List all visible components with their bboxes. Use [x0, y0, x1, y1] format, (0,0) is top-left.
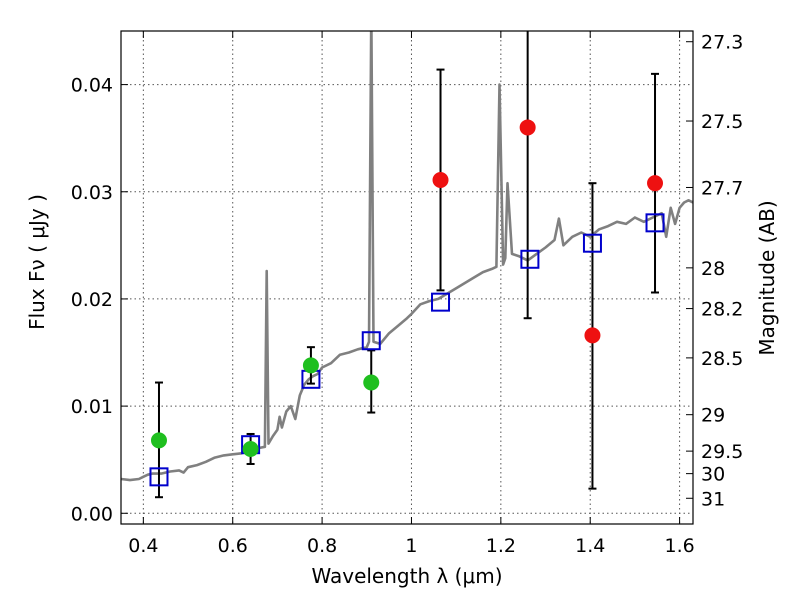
x-tick-label: 0.8 [307, 535, 337, 557]
x-tick-label: 1 [405, 535, 417, 557]
y-tick-label: 0.00 [71, 503, 113, 525]
model-photometry-square [149, 467, 169, 487]
model-photometry-square [431, 292, 451, 312]
detected-flux-point [150, 432, 167, 449]
y-tick-label: 0.03 [71, 182, 113, 204]
model-photometry-square [361, 331, 381, 351]
y-tick-label: 0.01 [71, 396, 113, 418]
right-tick-label: 30 [701, 464, 725, 486]
x-tick-label: 1.6 [664, 535, 694, 557]
right-tick-label: 29.5 [701, 441, 743, 463]
x-tick-label: 1.2 [486, 535, 516, 557]
x-tick-label: 1.4 [575, 535, 605, 557]
plot-background [121, 31, 693, 524]
axis-ticks [121, 31, 693, 524]
plot-frame [120, 30, 694, 525]
tick-labels: 0.4 0.6 0.8 1 1.2 1.4 1.6 0.00 0.01 0.02 0.03 0.04 2… [71, 32, 744, 557]
nondetected-flux-point [584, 327, 601, 344]
nondetected-flux-point [432, 171, 449, 188]
right-axis-title: Magnitude (AB) [755, 200, 779, 355]
y-tick-label: 0.02 [71, 289, 113, 311]
detected-flux-point [242, 440, 259, 457]
x-tick-label: 0.4 [128, 535, 158, 557]
right-tick-label: 27.7 [701, 177, 743, 199]
detected-flux-point [302, 357, 319, 374]
grid-lines [121, 31, 693, 524]
right-tick-label: 28.2 [701, 299, 743, 321]
nondetected-flux-point [647, 175, 664, 192]
nondetected-flux-point [519, 119, 536, 136]
right-tick-label: 27.5 [701, 111, 743, 133]
model-photometry-square [645, 213, 665, 233]
detected-flux-point [363, 374, 380, 391]
y-axis-title: Flux Fν ( μJy ) [25, 194, 49, 330]
right-tick-label: 29 [701, 405, 725, 427]
right-tick-label: 27.3 [701, 32, 743, 54]
right-tick-label: 31 [701, 488, 725, 510]
model-photometry-square [520, 249, 540, 269]
model-photometry-square [582, 233, 602, 253]
right-tick-label: 28 [701, 258, 725, 280]
right-tick-label: 28.5 [701, 348, 743, 370]
data-markers [149, 119, 665, 487]
y-tick-label: 0.04 [71, 75, 113, 97]
x-axis-title: Wavelength λ (μm) [311, 564, 502, 588]
plot-area [121, 31, 693, 499]
x-tick-label: 0.6 [218, 535, 248, 557]
